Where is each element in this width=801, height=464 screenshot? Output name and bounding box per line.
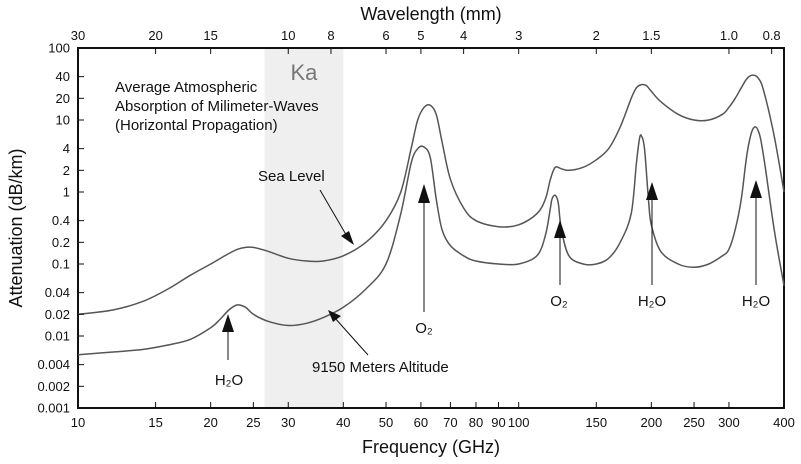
y-tick-label: 2 bbox=[63, 163, 70, 178]
y-tick-label: 1 bbox=[63, 185, 70, 200]
y-tick-label: 0.004 bbox=[37, 357, 70, 372]
sea-level-pointer bbox=[319, 189, 349, 239]
y-tick-label: 0.002 bbox=[37, 379, 70, 394]
top-tick-label: 1.0 bbox=[720, 28, 738, 43]
o2-60-label: O₂ bbox=[415, 320, 433, 337]
top-tick-label: 15 bbox=[203, 28, 217, 43]
y-tick-label: 0.2 bbox=[52, 235, 70, 250]
x-tick-label: 15 bbox=[148, 415, 162, 430]
x-tick-label: 25 bbox=[246, 415, 260, 430]
y-tick-label: 20 bbox=[56, 91, 70, 106]
sea-level-arrowhead bbox=[341, 231, 354, 245]
top-tick-label: 8 bbox=[327, 28, 334, 43]
annotation-title-line-3: (Horizontal Propagation) bbox=[115, 117, 278, 134]
h2o-183-arrowhead bbox=[646, 182, 658, 200]
y-tick-label: 40 bbox=[56, 69, 70, 84]
y-tick-label: 10 bbox=[56, 113, 70, 128]
y-tick-label: 100 bbox=[48, 41, 70, 56]
x-tick-label: 80 bbox=[469, 415, 483, 430]
top-tick-label: 6 bbox=[382, 28, 389, 43]
x-tick-label: 60 bbox=[414, 415, 428, 430]
x-tick-label: 400 bbox=[773, 415, 795, 430]
top-tick-label: 2 bbox=[593, 28, 600, 43]
x-tick-label: 300 bbox=[718, 415, 740, 430]
x-tick-label: 250 bbox=[683, 415, 705, 430]
h2o-325-label: H₂O bbox=[742, 293, 770, 310]
x-tick-label: 90 bbox=[491, 415, 505, 430]
top-tick-label: 0.8 bbox=[763, 28, 781, 43]
y-tick-label: 0.1 bbox=[52, 257, 70, 272]
sea-level-curve bbox=[77, 74, 785, 316]
annotation-title-line-1: Average Atmospheric bbox=[115, 79, 258, 96]
top-tick-label: 30 bbox=[71, 28, 85, 43]
o2-119-arrowhead bbox=[554, 220, 566, 238]
y-tick-label: 0.01 bbox=[45, 329, 70, 344]
top-tick-label: 20 bbox=[148, 28, 162, 43]
h2o-22-label: H₂O bbox=[215, 372, 243, 389]
x-tick-label: 30 bbox=[281, 415, 295, 430]
o2-119-label: O₂ bbox=[550, 293, 568, 310]
y-tick-label: 0.02 bbox=[45, 307, 70, 322]
y-tick-label: 0.04 bbox=[45, 285, 70, 300]
altitude-label: 9150 Meters Altitude bbox=[312, 359, 449, 376]
top-tick-label: 5 bbox=[417, 28, 424, 43]
h2o-183-label: H₂O bbox=[638, 293, 666, 310]
h2o-325-arrowhead bbox=[750, 180, 762, 198]
x-tick-label: 20 bbox=[203, 415, 217, 430]
x-tick-label: 10 bbox=[71, 415, 85, 430]
x-tick-label: 100 bbox=[508, 415, 530, 430]
top-tick-label: 1.5 bbox=[642, 28, 660, 43]
top-tick-label: 3 bbox=[515, 28, 522, 43]
y-axis-title: Attenuation (dB/km) bbox=[6, 148, 26, 307]
y-tick-label: 0.4 bbox=[52, 213, 70, 228]
o2-60-arrowhead bbox=[418, 184, 430, 203]
altitude-arrowhead bbox=[328, 310, 341, 322]
altitude-pointer bbox=[333, 316, 369, 356]
altitude-9150m-curve bbox=[77, 126, 785, 356]
x-tick-label: 40 bbox=[336, 415, 350, 430]
h2o-22-arrowhead bbox=[222, 314, 234, 332]
x-axis-title: Frequency (GHz) bbox=[362, 437, 500, 457]
top-axis-title: Wavelength (mm) bbox=[360, 4, 501, 24]
axis-ticks: 10 15 20 25 30 40 50 60 70 80 90 100 150 200 250 300 400… bbox=[37, 28, 794, 430]
ka-band-region bbox=[264, 48, 344, 408]
top-tick-label: 10 bbox=[281, 28, 295, 43]
annotation-title-line-2: Absorption of Milimeter-Waves bbox=[115, 98, 319, 115]
top-tick-label: 4 bbox=[460, 28, 467, 43]
sea-level-label: Sea Level bbox=[258, 168, 325, 185]
x-tick-label: 200 bbox=[640, 415, 662, 430]
y-tick-label: 4 bbox=[63, 141, 70, 156]
x-tick-label: 50 bbox=[379, 415, 393, 430]
y-tick-label: 0.001 bbox=[37, 401, 70, 416]
ka-band-label: Ka bbox=[290, 60, 318, 85]
x-tick-label: 150 bbox=[585, 415, 607, 430]
x-tick-label: 70 bbox=[443, 415, 457, 430]
plot-frame bbox=[77, 47, 785, 409]
